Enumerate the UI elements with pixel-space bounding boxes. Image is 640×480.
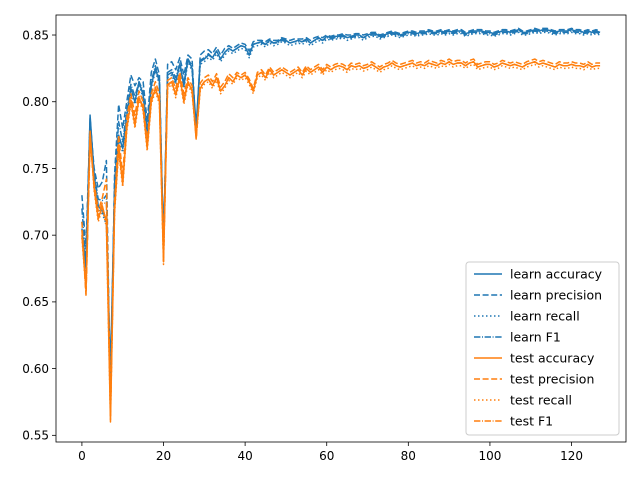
y-tick-label: 0.85 bbox=[22, 28, 49, 42]
legend: learn accuracy learn precision learn recal… bbox=[465, 261, 620, 436]
y-tick-label: 0.80 bbox=[22, 95, 49, 109]
x-tick-label: 0 bbox=[78, 449, 86, 463]
series-line-learn-F1 bbox=[81, 30, 601, 397]
legend-label: learn accuracy bbox=[510, 267, 603, 282]
series-line-test-recall bbox=[81, 63, 601, 421]
series-line-test-precision bbox=[81, 58, 601, 410]
series-line-test-F1 bbox=[81, 60, 601, 417]
x-tick-label: 20 bbox=[156, 449, 171, 463]
x-tick-label: 40 bbox=[237, 449, 252, 463]
legend-label: learn recall bbox=[510, 309, 580, 324]
series-layer bbox=[81, 27, 601, 423]
y-tick-label: 0.60 bbox=[22, 362, 49, 376]
legend-label: learn F1 bbox=[510, 330, 561, 345]
series-line-learn-recall bbox=[81, 31, 601, 383]
y-tick-label: 0.65 bbox=[22, 295, 49, 309]
plot-frame bbox=[55, 14, 627, 443]
legend-label: test accuracy bbox=[510, 351, 595, 366]
y-tick-label: 0.75 bbox=[22, 162, 49, 176]
legend-label: test precision bbox=[510, 372, 594, 387]
legend-label: test F1 bbox=[510, 414, 553, 429]
series-line-learn-accuracy bbox=[81, 28, 601, 373]
series-line-learn-precision bbox=[81, 27, 601, 407]
x-tick-label: 60 bbox=[319, 449, 334, 463]
y-tick-label: 0.70 bbox=[22, 228, 49, 242]
x-tick-label: 80 bbox=[401, 449, 416, 463]
legend-label: test recall bbox=[510, 393, 572, 408]
x-axis: 0 20 40 60 80 100 120 bbox=[78, 442, 583, 463]
legend-box bbox=[465, 261, 620, 436]
x-tick-label: 120 bbox=[560, 449, 583, 463]
legend-label: learn precision bbox=[510, 288, 602, 303]
y-axis: 0.55 0.60 0.65 0.70 0.75 0.80 0.85 bbox=[22, 28, 56, 443]
x-tick-label: 100 bbox=[478, 449, 501, 463]
y-tick-label: 0.55 bbox=[22, 429, 49, 443]
